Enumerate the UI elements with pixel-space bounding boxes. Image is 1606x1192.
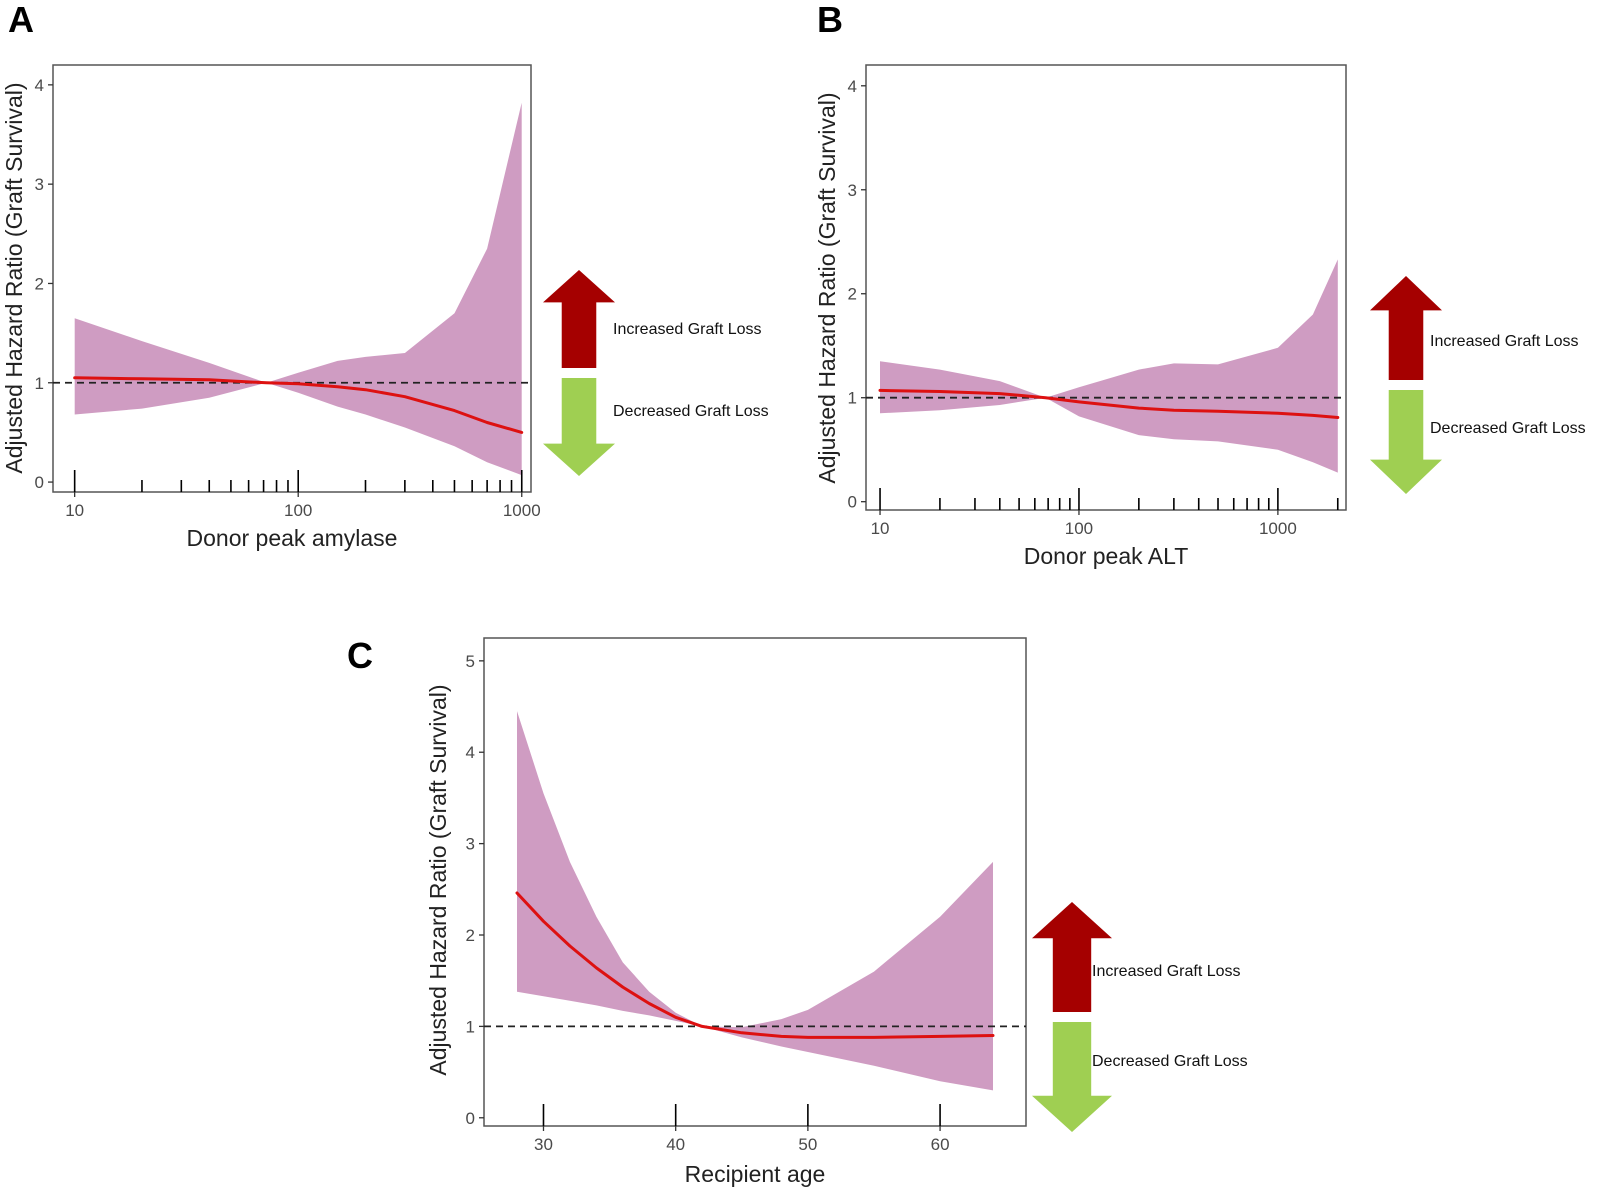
panel-c: C 0 1 2 3 4 5 30 40 50 60 Recipient age Adjusted …: [347, 635, 1248, 1187]
hazard-line-b: [878, 388, 1340, 419]
x-tick-label-a-2: 1000: [503, 501, 541, 520]
plot-frame-b: [865, 64, 1347, 511]
y-tick-label-a-4: 4: [35, 76, 44, 95]
x-tick-label-b-1: 100: [1065, 519, 1093, 538]
x-tick-label-a-0: 10: [65, 501, 84, 520]
hazard-line-c: [515, 891, 995, 1039]
up-arrow-icon-b: [1370, 276, 1442, 380]
hazard-line-a: [73, 376, 524, 434]
y-tick-label-a-2: 2: [35, 274, 44, 293]
x-tick-label-c-0: 30: [534, 1135, 553, 1154]
panel-a: A 0 1 2 3 4 10 100 1000 Donor peak amylase Adju…: [1, 0, 769, 551]
y-tick-label-a-3: 3: [35, 175, 44, 194]
legend-increased-b: Increased Graft Loss: [1430, 333, 1579, 350]
up-arrow-icon-c: [1032, 902, 1112, 1012]
down-arrow-icon-a: [543, 378, 615, 476]
legend-increased-a: Increased Graft Loss: [613, 321, 762, 338]
y-axis-title-a: Adjusted Hazard Ratio (Graft Survival): [1, 82, 27, 473]
y-tick-label-a-0: 0: [35, 473, 44, 492]
y-tick-label-b-2: 2: [848, 285, 857, 304]
y-tick-label-c-5: 5: [466, 652, 475, 671]
panel-b: B 0 1 2 3 4 10 100 1000 Donor peak ALT Adjusted…: [814, 0, 1586, 569]
legend-decreased-c: Decreased Graft Loss: [1092, 1053, 1248, 1070]
y-tick-label-b-4: 4: [848, 77, 857, 96]
y-tick-label-a-1: 1: [35, 374, 44, 393]
x-axis-title-a: Donor peak amylase: [187, 525, 398, 551]
plot-frame-c: [483, 637, 1027, 1127]
y-tick-label-c-2: 2: [466, 926, 475, 945]
y-tick-label-b-3: 3: [848, 181, 857, 200]
y-axis-title-b: Adjusted Hazard Ratio (Graft Survival): [814, 92, 840, 483]
legend-increased-c: Increased Graft Loss: [1092, 963, 1241, 980]
x-axis-title-c: Recipient age: [685, 1161, 826, 1187]
x-tick-label-c-3: 60: [931, 1135, 950, 1154]
panel-letter-a: A: [8, 0, 34, 40]
x-tick-label-a-1: 100: [284, 501, 312, 520]
y-tick-label-c-3: 3: [466, 835, 475, 854]
down-arrow-icon-c: [1032, 1022, 1112, 1132]
confidence-band-b: [880, 259, 1338, 473]
x-axis-title-b: Donor peak ALT: [1024, 543, 1189, 569]
y-tick-label-c-0: 0: [466, 1109, 475, 1128]
panel-letter-b: B: [817, 0, 843, 40]
y-tick-label-c-1: 1: [466, 1017, 475, 1036]
y-axis-title-c: Adjusted Hazard Ratio (Graft Survival): [425, 684, 451, 1075]
x-tick-label-b-2: 1000: [1259, 519, 1297, 538]
panel-letter-c: C: [347, 635, 373, 676]
y-tick-label-b-0: 0: [848, 493, 857, 512]
x-tick-label-b-0: 10: [871, 519, 890, 538]
x-tick-label-c-1: 40: [666, 1135, 685, 1154]
y-tick-label-c-4: 4: [466, 743, 475, 762]
y-tick-label-b-1: 1: [848, 389, 857, 408]
down-arrow-icon-b: [1370, 390, 1442, 494]
legend-decreased-b: Decreased Graft Loss: [1430, 420, 1586, 437]
x-tick-label-c-2: 50: [798, 1135, 817, 1154]
plot-frame-a: [52, 64, 532, 493]
legend-decreased-a: Decreased Graft Loss: [613, 403, 769, 420]
up-arrow-icon-a: [543, 270, 615, 368]
